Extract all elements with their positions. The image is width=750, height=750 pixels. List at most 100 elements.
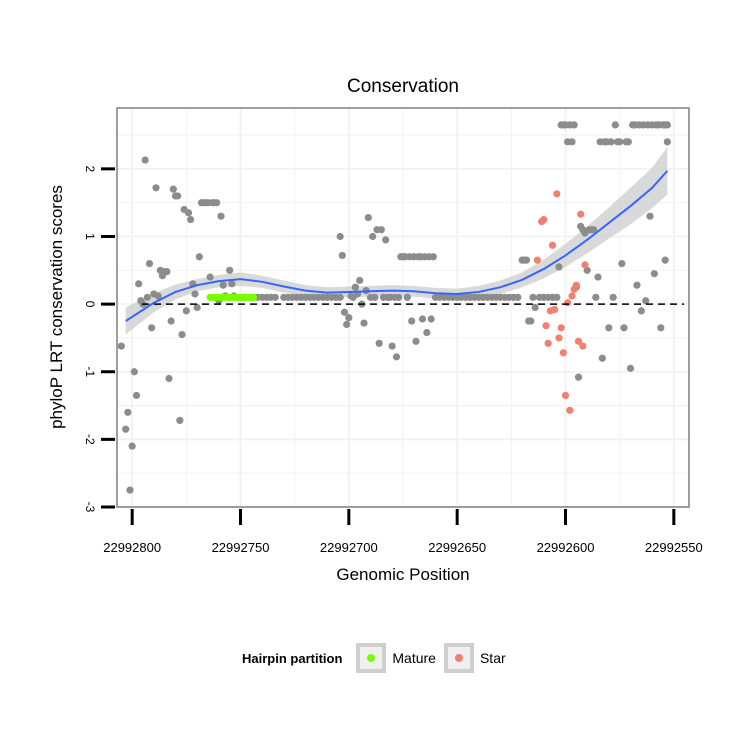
data-point-other [570,121,578,129]
data-point-other [423,328,431,337]
data-point-other [574,373,583,381]
data-point-star [557,324,565,332]
data-point-other [646,212,654,220]
data-point-star [548,241,557,249]
legend-label-star: Star [479,650,506,666]
data-point-other [141,156,149,164]
data-point-other [219,281,227,289]
legend-key-star [443,643,474,673]
data-point-other [375,339,383,347]
data-point-other [555,263,563,271]
y-tick-label: -2 [83,434,97,445]
data-point-other [388,342,396,350]
data-point-star [564,299,572,307]
data-point-other [154,292,162,300]
data-point-star [572,281,580,289]
data-point-other [122,425,130,433]
data-point-other [148,324,156,332]
data-point-other [618,259,626,268]
data-point-other [609,293,617,301]
legend-dot-star [454,654,463,662]
data-point-other [616,138,624,146]
data-point-other [553,293,561,301]
legend-title: Hairpin partition [242,650,343,666]
data-point-other [633,281,641,289]
data-point-other [605,324,613,332]
data-point-star [555,334,563,342]
data-point-other [336,293,344,301]
data-point-other [336,232,344,241]
data-point-other [531,303,539,312]
y-axis-label: phyloP LRT conservation scores [47,185,66,429]
data-point-mature [249,293,258,301]
data-point-other [514,293,522,301]
data-point-other [167,317,175,325]
data-point-other [663,138,671,146]
legend-key-mature [356,643,387,673]
data-point-other [143,293,151,301]
x-tick-label: 22992600 [537,540,595,555]
legend-item-mature: Mature [356,643,436,673]
smooth-fit-line [125,170,669,322]
data-point-star [566,406,574,414]
data-point-other [583,266,591,274]
data-point-star [577,210,585,218]
data-point-other [522,256,531,264]
x-tick-label: 22992750 [212,540,270,555]
data-point-star [540,215,548,224]
data-point-other [338,251,346,260]
data-point-other [403,293,411,301]
y-tick-label: -3 [83,502,97,513]
data-point-other [527,317,535,325]
x-tick-label: 22992550 [645,540,703,555]
data-points [117,121,671,494]
data-point-other [182,307,190,315]
data-point-other [191,290,199,298]
data-point-other [135,280,143,288]
data-point-other [529,293,537,301]
data-point-other [642,297,650,305]
data-point-other [377,226,385,234]
data-point-other [174,192,182,200]
data-point-other [590,226,598,234]
data-point-other [340,308,349,316]
plot-panel-border [116,107,690,508]
y-tick-label: 2 [83,166,97,173]
data-point-other [371,293,379,301]
data-point-other [152,184,160,192]
data-point-other [594,273,602,281]
data-point-other [128,442,136,450]
x-axis-label: Genomic Position [336,565,469,584]
y-tick-label: -1 [83,366,97,377]
chart-title: Conservation [347,76,459,97]
data-point-other [592,293,600,301]
confidence-ribbon-group [125,147,668,335]
data-point-other [195,253,203,261]
data-point-other [412,337,420,345]
data-point-other [620,324,628,332]
data-point-other [369,232,377,241]
data-point-star [542,322,550,330]
data-point-other [163,268,171,276]
data-point-other [661,256,669,264]
data-point-other [126,486,134,494]
data-point-star [579,342,587,350]
data-point-star [559,349,567,357]
legend-item-star: Star [443,643,506,673]
data-point-other [598,354,606,362]
data-point-star [533,256,541,264]
data-point-star [553,190,561,198]
data-point-other [184,209,193,217]
data-point-other [178,330,186,339]
data-point-star [568,292,576,300]
legend: Hairpin partition Mature Star [242,640,506,676]
y-tick-label: 1 [83,233,97,240]
data-point-other [650,270,658,278]
data-point-other [427,315,435,323]
data-point-other [165,374,173,383]
x-tick-label: 22992650 [428,540,486,555]
data-point-other [132,391,141,400]
legend-label-mature: Mature [392,650,436,666]
data-point-other [429,253,437,261]
